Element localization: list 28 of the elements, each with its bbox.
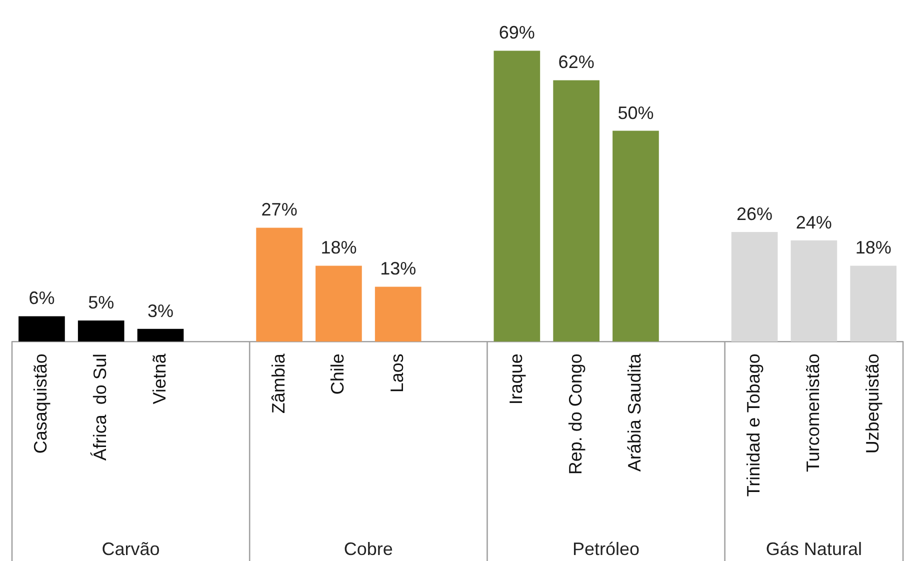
data-label: 27%: [261, 200, 298, 220]
data-label: 24%: [796, 212, 832, 232]
data-label: 18%: [855, 238, 892, 258]
x-tick-label: Casaquistão: [30, 354, 51, 454]
text: Carvão: [102, 539, 160, 559]
data-label: 69%: [498, 22, 535, 43]
x-tick-label: Zâmbia: [268, 352, 288, 414]
x-tick-label: Iraque: [506, 354, 526, 405]
data-label: 13%: [380, 258, 416, 279]
data-label: 50%: [618, 102, 654, 123]
x-tick-label: Trinidad e Tobago: [743, 354, 764, 497]
data-label: 6%: [28, 288, 55, 308]
x-tick-label: Vietnã: [149, 352, 170, 404]
data-label: 5%: [88, 292, 114, 312]
x-tick-label: Rep. do Congo: [565, 354, 586, 475]
text: Cobre: [344, 539, 393, 559]
x-tick-label: Arábia Saudita: [624, 352, 645, 472]
x-tick-label: Turcomenistão: [802, 354, 823, 472]
x-tick-label: Uzbequistão: [862, 354, 882, 454]
text: Gás Natural: [766, 539, 862, 559]
data-label: 62%: [558, 52, 594, 72]
data-label: 26%: [736, 204, 773, 224]
x-tick-label: Laos: [387, 354, 408, 393]
data-label: 18%: [320, 238, 357, 258]
text: Petróleo: [572, 539, 640, 559]
data-label: 3%: [148, 300, 174, 321]
x-tick-label: Chile: [328, 354, 348, 395]
x-tick-label: África do Sul: [90, 354, 110, 461]
